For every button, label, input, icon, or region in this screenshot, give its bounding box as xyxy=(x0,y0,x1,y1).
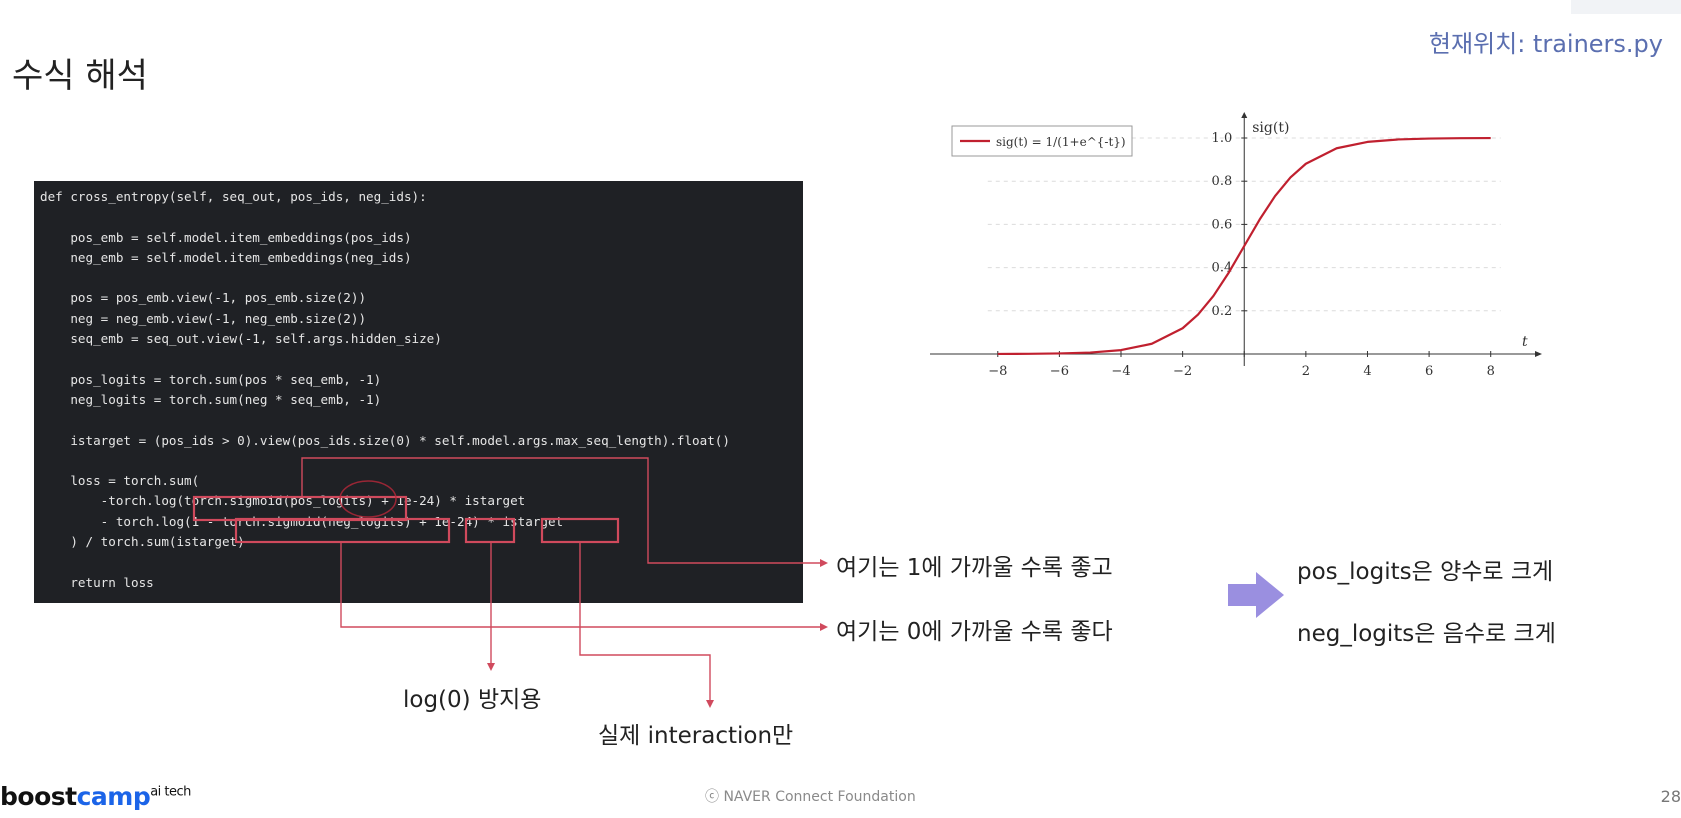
y-tick-label: 0.4 xyxy=(1212,261,1233,276)
y-tick-label: 0.2 xyxy=(1212,304,1233,319)
y-tick-label: 1.0 xyxy=(1212,131,1233,146)
code-line: pos_emb = self.model.item_embeddings(pos… xyxy=(40,229,412,245)
current-location: 현재위치: trainers.py xyxy=(1428,30,1663,58)
annotation-log-guard: log(0) 방지용 xyxy=(403,687,542,713)
x-tick-label: 6 xyxy=(1425,364,1433,379)
annotation-neg-logits: neg_logits은 음수로 크게 xyxy=(1297,621,1556,647)
y-tick-label: 0.8 xyxy=(1212,174,1233,189)
highlight-istarget xyxy=(540,517,620,544)
code-line: loss = torch.sum( xyxy=(40,473,200,489)
arrowhead-pos xyxy=(820,559,828,567)
top-bar xyxy=(1571,0,1681,14)
x-tick-label: −8 xyxy=(988,364,1007,379)
highlight-neg-sigmoid xyxy=(234,517,451,544)
legend-label: sig(t) = 1/(1+e^{-t}) xyxy=(996,135,1126,149)
connector-istarget xyxy=(579,542,711,700)
x-axis-arrow xyxy=(1535,351,1542,357)
copyright: ⓒ NAVER Connect Foundation xyxy=(705,789,916,805)
connector-neg xyxy=(340,542,820,628)
code-block: def cross_entropy(self, seq_out, pos_ids… xyxy=(34,181,803,603)
code-line: def cross_entropy(self, seq_out, pos_ids… xyxy=(40,189,427,204)
x-tick-label: 8 xyxy=(1487,364,1495,379)
circle-mark xyxy=(339,480,397,518)
code-line: pos = pos_emb.view(-1, pos_emb.size(2)) xyxy=(40,290,367,306)
annotation-pos-logits: pos_logits은 양수로 크게 xyxy=(1297,559,1554,585)
y-axis-label: sig(t) xyxy=(1252,120,1289,136)
x-tick-label: −2 xyxy=(1173,364,1192,379)
page-number: 28 xyxy=(1660,787,1681,806)
brand-camp: camp xyxy=(76,782,151,811)
annotation-neg: 여기는 0에 가까울 수록 좋다 xyxy=(836,619,1113,645)
y-tick-label: 0.6 xyxy=(1212,217,1233,232)
x-tick-label: −4 xyxy=(1111,364,1130,379)
code-text: def cross_entropy(self, seq_out, pos_ids… xyxy=(34,181,803,593)
x-tick-label: −6 xyxy=(1050,364,1069,379)
code-line: pos_logits = torch.sum(pos * seq_emb, -1… xyxy=(40,371,382,387)
annotation-real-interaction: 실제 interaction만 xyxy=(598,723,794,749)
code-line: return loss xyxy=(40,574,154,590)
code-line: neg_logits = torch.sum(neg * seq_emb, -1… xyxy=(40,391,382,407)
page-title: 수식 해석 xyxy=(12,56,148,96)
x-tick-label: 2 xyxy=(1302,364,1310,379)
sigmoid-chart: −8 −6 −4 −2 2 4 6 8 0.2 0.4 0.6 0.8 1.0 t sig(t) sig(t)… xyxy=(930,112,1542,379)
x-axis-label: t xyxy=(1522,334,1528,350)
brand-sup: ai tech xyxy=(150,784,191,800)
y-axis-arrow xyxy=(1241,112,1248,118)
right-arrow-icon xyxy=(1228,572,1288,622)
code-line: ) / torch.sum(istarget) xyxy=(40,534,245,550)
highlight-epsilon xyxy=(464,517,516,544)
sigmoid-curve xyxy=(997,136,1491,356)
annotation-pos: 여기는 1에 가까울 수록 좋고 xyxy=(836,555,1113,581)
brand-boost: boost xyxy=(0,782,77,811)
code-line: seq_emb = seq_out.view(-1, self.args.hid… xyxy=(40,331,442,347)
code-line: neg_emb = self.model.item_embeddings(neg… xyxy=(40,249,412,265)
arrowhead-epsilon xyxy=(487,663,495,671)
connector-pos xyxy=(301,457,820,564)
code-line: istarget = (pos_ids > 0).view(pos_ids.si… xyxy=(40,432,730,448)
arrowhead-istarget xyxy=(706,700,714,708)
x-tick-label: 4 xyxy=(1363,364,1371,379)
brand-logo: boostcampai tech xyxy=(0,782,191,811)
code-line: neg = neg_emb.view(-1, neg_emb.size(2)) xyxy=(40,310,367,326)
arrowhead-neg xyxy=(820,623,828,631)
